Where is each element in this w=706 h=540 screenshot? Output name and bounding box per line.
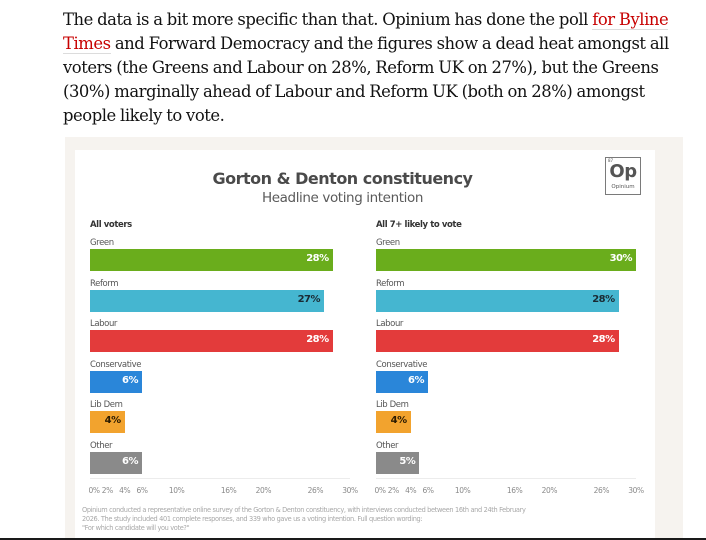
bar-green-all-7-likely-to-vote: 30% xyxy=(376,249,636,271)
bar-value-label: 4% xyxy=(390,415,407,427)
logo-name: Opinium xyxy=(611,184,635,190)
bar-value-label: 6% xyxy=(122,374,138,386)
x-axis-line xyxy=(376,478,636,479)
group-title-all-7-likely-to-vote: All 7+ likely to vote xyxy=(376,220,462,230)
x-tick-label: 16% xyxy=(506,486,523,495)
footnote-line: "For which candidate will you vote?" xyxy=(82,524,190,533)
category-label-reform: Reform xyxy=(90,278,119,289)
logo-number: 87 xyxy=(608,158,614,163)
bar-other-all-7-likely-to-vote: 5% xyxy=(376,452,420,474)
bar-value-label: 4% xyxy=(104,415,121,427)
bar-value-label: 5% xyxy=(399,456,416,467)
x-tick-label: 2% xyxy=(387,486,400,495)
x-tick-label: 4% xyxy=(119,486,131,495)
bar-value-label: 28% xyxy=(592,334,615,346)
footnote-line: 2026. The study included 401 complete re… xyxy=(82,515,423,524)
category-label-conservative: Conservative xyxy=(90,359,142,370)
category-label-lib-dem: Lib Dem xyxy=(376,400,409,411)
x-tick-label: 0% xyxy=(374,486,386,495)
x-tick-label: 16% xyxy=(220,486,237,495)
category-label-green: Green xyxy=(90,238,114,248)
bottom-rule xyxy=(0,538,706,540)
category-label-green: Green xyxy=(376,238,400,248)
byline-times-link[interactable]: for Byline Times xyxy=(63,10,669,54)
x-tick-label: 10% xyxy=(454,486,471,495)
bar-other-all-voters: 6% xyxy=(90,452,142,474)
x-tick-label: 6% xyxy=(136,486,148,495)
category-label-reform: Reform xyxy=(376,278,405,289)
x-tick-label: 4% xyxy=(405,486,417,495)
category-label-labour: Labour xyxy=(90,319,118,330)
category-label-labour: Labour xyxy=(376,319,404,330)
bar-lib-dem-all-voters: 4% xyxy=(90,411,125,434)
chart-footnote: Opinium conducted a representative onlin… xyxy=(82,506,652,534)
group-title-all-voters: All voters xyxy=(90,220,132,230)
category-label-other: Other xyxy=(376,441,399,451)
bar-value-label: 30% xyxy=(609,253,633,264)
bar-value-label: 28% xyxy=(306,334,329,346)
x-tick-label: 30% xyxy=(628,486,644,495)
bar-value-label: 28% xyxy=(592,293,615,305)
chart-subtitle: Headline voting intention xyxy=(262,190,423,206)
x-axis-line xyxy=(90,478,350,479)
x-tick-label: 20% xyxy=(541,486,558,495)
x-tick-label: 26% xyxy=(593,486,610,495)
bar-value-label: 6% xyxy=(408,374,424,386)
bar-reform-all-7-likely-to-vote: 28% xyxy=(376,289,619,312)
paragraph-text-end: and Forward Democracy and the figures sh… xyxy=(63,34,669,125)
bar-lib-dem-all-7-likely-to-vote: 4% xyxy=(376,411,411,434)
opinium-logo: 87 Op Opinium xyxy=(605,157,641,195)
bar-green-all-voters: 28% xyxy=(90,249,333,271)
chart-title: Gorton & Denton constituency xyxy=(212,169,473,188)
logo-symbol: Op xyxy=(609,161,637,182)
bar-reform-all-voters: 27% xyxy=(90,289,324,312)
paragraph-text-start: The data is a bit more specific than tha… xyxy=(63,10,593,29)
bar-conservative-all-voters: 6% xyxy=(90,370,142,393)
x-tick-label: 2% xyxy=(101,486,114,495)
x-tick-label: 30% xyxy=(342,486,358,495)
category-label-conservative: Conservative xyxy=(376,359,428,370)
bar-value-label: 27% xyxy=(297,293,321,305)
bar-conservative-all-7-likely-to-vote: 6% xyxy=(376,370,428,393)
article-paragraph: The data is a bit more specific than tha… xyxy=(63,8,693,128)
bar-labour-all-voters: 28% xyxy=(90,330,333,353)
bar-value-label: 6% xyxy=(122,456,138,467)
category-label-lib-dem: Lib Dem xyxy=(90,400,123,411)
x-tick-label: 0% xyxy=(88,486,100,495)
x-tick-label: 10% xyxy=(168,486,185,495)
x-tick-label: 26% xyxy=(307,486,324,495)
footnote-line: Opinium conducted a representative onlin… xyxy=(82,506,526,514)
category-label-other: Other xyxy=(90,441,113,451)
x-tick-label: 20% xyxy=(255,486,272,495)
bar-value-label: 28% xyxy=(306,253,329,264)
bar-labour-all-7-likely-to-vote: 28% xyxy=(376,330,619,353)
x-tick-label: 6% xyxy=(422,486,434,495)
